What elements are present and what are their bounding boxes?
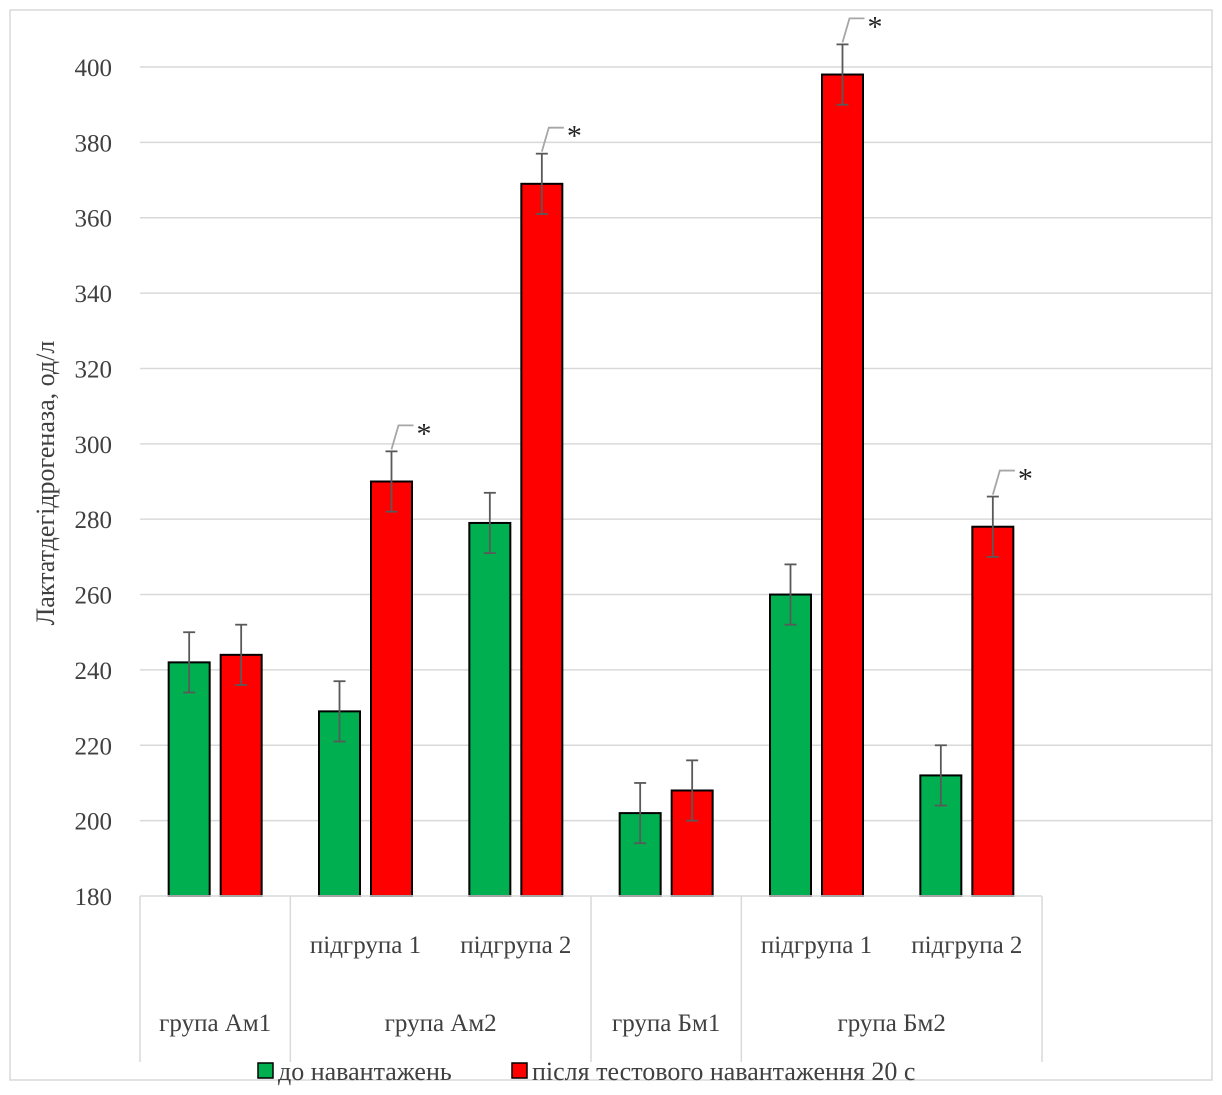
x-sublabel: підгрупа 2 xyxy=(911,932,1022,959)
y-axis-title: Лактатдегідрогеназа, од/л xyxy=(31,341,60,626)
legend-label: до навантажень xyxy=(278,1057,452,1086)
x-group-label: група Бм1 xyxy=(612,1010,720,1037)
significance-marker: * xyxy=(567,120,582,153)
legend: до навантажень після тестового навантажен… xyxy=(257,1057,915,1086)
x-sublabel: підгрупа 2 xyxy=(460,932,571,959)
legend-label: після тестового навантаження 20 с xyxy=(532,1057,915,1086)
significance-marker: * xyxy=(868,10,883,43)
significance-marker: * xyxy=(1018,463,1033,496)
significance-leader xyxy=(540,126,564,152)
bar-before xyxy=(769,593,812,898)
y-tick-label: 300 xyxy=(75,432,113,459)
y-tick-label: 340 xyxy=(75,281,113,308)
y-tick-label: 200 xyxy=(75,809,113,836)
bars: * * * * xyxy=(167,10,1033,898)
bar-after xyxy=(520,182,564,897)
y-tick-label: 360 xyxy=(75,206,113,233)
y-tick-label: 260 xyxy=(75,583,113,610)
significance-marker: * xyxy=(417,417,432,450)
x-sublabel: підгрупа 1 xyxy=(310,932,421,959)
significance-leader xyxy=(991,469,1015,495)
x-axis: підгрупа 1 підгрупа 2 підгрупа 1 підгрупа 2… xyxy=(139,895,1043,1062)
x-group-label: група Бм2 xyxy=(838,1010,946,1037)
y-tick-label: 380 xyxy=(75,130,113,157)
significance-leader xyxy=(841,17,865,43)
y-tick-label: 320 xyxy=(75,356,113,383)
bar-after xyxy=(370,480,413,897)
x-group-label: група Ам1 xyxy=(159,1010,271,1037)
y-tick-label: 220 xyxy=(75,733,113,760)
bar-before xyxy=(167,661,211,898)
legend-swatch xyxy=(511,1062,528,1079)
x-sublabel: підгрупа 1 xyxy=(761,932,872,959)
bar-after xyxy=(821,73,864,897)
x-group-label: група Ам2 xyxy=(385,1010,497,1037)
y-tick-label: 180 xyxy=(75,884,113,911)
legend-swatch xyxy=(257,1062,274,1079)
significance-leader xyxy=(390,424,414,450)
chart-border xyxy=(9,9,1213,1081)
y-tick-label: 400 xyxy=(75,55,113,82)
y-tick-label: 280 xyxy=(75,507,113,534)
y-tick-label: 240 xyxy=(75,658,113,685)
bar-after xyxy=(971,525,1015,898)
y-axis-ticks: 180 200 220 240 260 280 300 320 340 360 380 400 xyxy=(75,55,113,911)
bar-before xyxy=(468,521,512,897)
bar-after xyxy=(219,653,263,897)
